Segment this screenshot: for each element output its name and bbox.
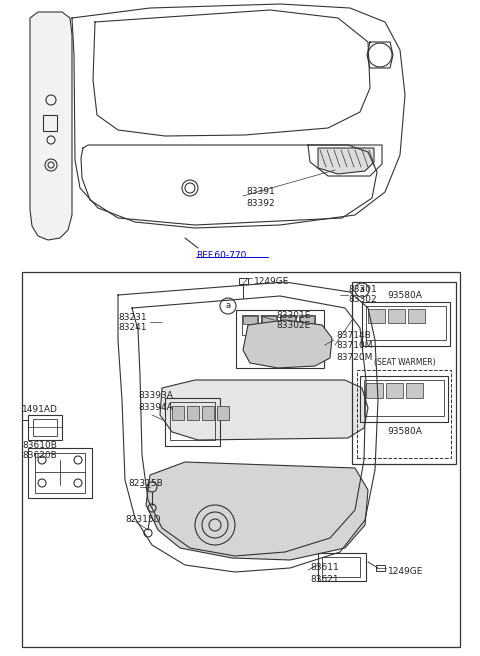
Text: 83301E: 83301E <box>276 312 311 321</box>
Text: (SEAT WARMER): (SEAT WARMER) <box>374 358 436 367</box>
Bar <box>28 415 62 440</box>
Text: a: a <box>360 285 364 295</box>
Polygon shape <box>30 12 72 240</box>
Polygon shape <box>146 462 368 560</box>
Bar <box>366 306 446 340</box>
Bar <box>368 309 385 323</box>
Polygon shape <box>318 148 374 174</box>
Bar <box>362 302 450 346</box>
Bar <box>35 453 85 493</box>
Bar <box>408 309 425 323</box>
Text: 83611: 83611 <box>310 564 339 573</box>
Text: 83391: 83391 <box>246 188 275 197</box>
Bar <box>366 383 383 398</box>
Bar <box>352 282 456 464</box>
Text: 93580A: 93580A <box>387 291 422 300</box>
Bar <box>165 398 220 446</box>
Bar <box>357 370 451 458</box>
Text: a: a <box>226 302 230 310</box>
Text: 93580A: 93580A <box>387 428 422 436</box>
Text: REF.60-770: REF.60-770 <box>196 251 246 260</box>
Text: 83621: 83621 <box>310 575 338 583</box>
Bar <box>243 316 257 324</box>
Bar <box>217 406 229 420</box>
Text: 83393A: 83393A <box>138 392 173 401</box>
Bar <box>322 557 360 577</box>
Polygon shape <box>160 380 368 440</box>
Polygon shape <box>243 320 332 368</box>
Text: 83392: 83392 <box>246 199 275 207</box>
Bar <box>172 406 184 420</box>
Text: 83720M: 83720M <box>336 352 372 361</box>
Text: 83231: 83231 <box>118 314 146 323</box>
Bar <box>299 315 315 335</box>
Text: 83301: 83301 <box>348 285 377 295</box>
Text: 1491AD: 1491AD <box>22 405 58 415</box>
Bar <box>43 115 57 131</box>
Text: 83610B: 83610B <box>22 440 57 449</box>
Text: 83394A: 83394A <box>138 403 173 411</box>
Text: 83302: 83302 <box>348 295 377 304</box>
Text: 82315B: 82315B <box>128 478 163 487</box>
Text: 83620B: 83620B <box>22 451 57 461</box>
Bar <box>170 402 215 440</box>
Text: 83302E: 83302E <box>276 321 310 331</box>
Bar <box>33 419 57 436</box>
Bar <box>376 565 385 571</box>
Bar <box>242 315 258 335</box>
Bar <box>236 310 324 368</box>
Bar <box>22 272 460 647</box>
Text: 83710M: 83710M <box>336 342 372 350</box>
Bar <box>28 448 92 498</box>
Bar <box>300 316 314 324</box>
Bar <box>318 553 366 581</box>
Text: 82315D: 82315D <box>125 516 160 525</box>
Bar <box>388 309 405 323</box>
Bar <box>386 383 403 398</box>
Text: 83241: 83241 <box>118 323 146 333</box>
Bar <box>406 383 423 398</box>
Bar <box>262 316 276 324</box>
Text: 1249GE: 1249GE <box>388 567 423 577</box>
Bar <box>280 315 296 335</box>
Bar <box>360 376 448 422</box>
Bar <box>187 406 199 420</box>
Bar <box>202 406 214 420</box>
Text: 83714B: 83714B <box>336 331 371 340</box>
Text: 1249GE: 1249GE <box>254 277 289 287</box>
Bar <box>261 315 277 335</box>
Bar <box>239 278 248 284</box>
Bar <box>364 380 444 416</box>
Bar <box>281 316 295 324</box>
